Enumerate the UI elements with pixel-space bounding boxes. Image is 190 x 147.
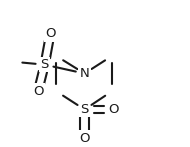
Text: N: N: [80, 67, 89, 80]
Text: O: O: [79, 132, 90, 145]
Text: S: S: [40, 58, 49, 71]
Text: S: S: [80, 103, 89, 116]
Text: O: O: [108, 103, 118, 116]
Text: O: O: [33, 85, 43, 98]
Text: O: O: [45, 27, 56, 40]
